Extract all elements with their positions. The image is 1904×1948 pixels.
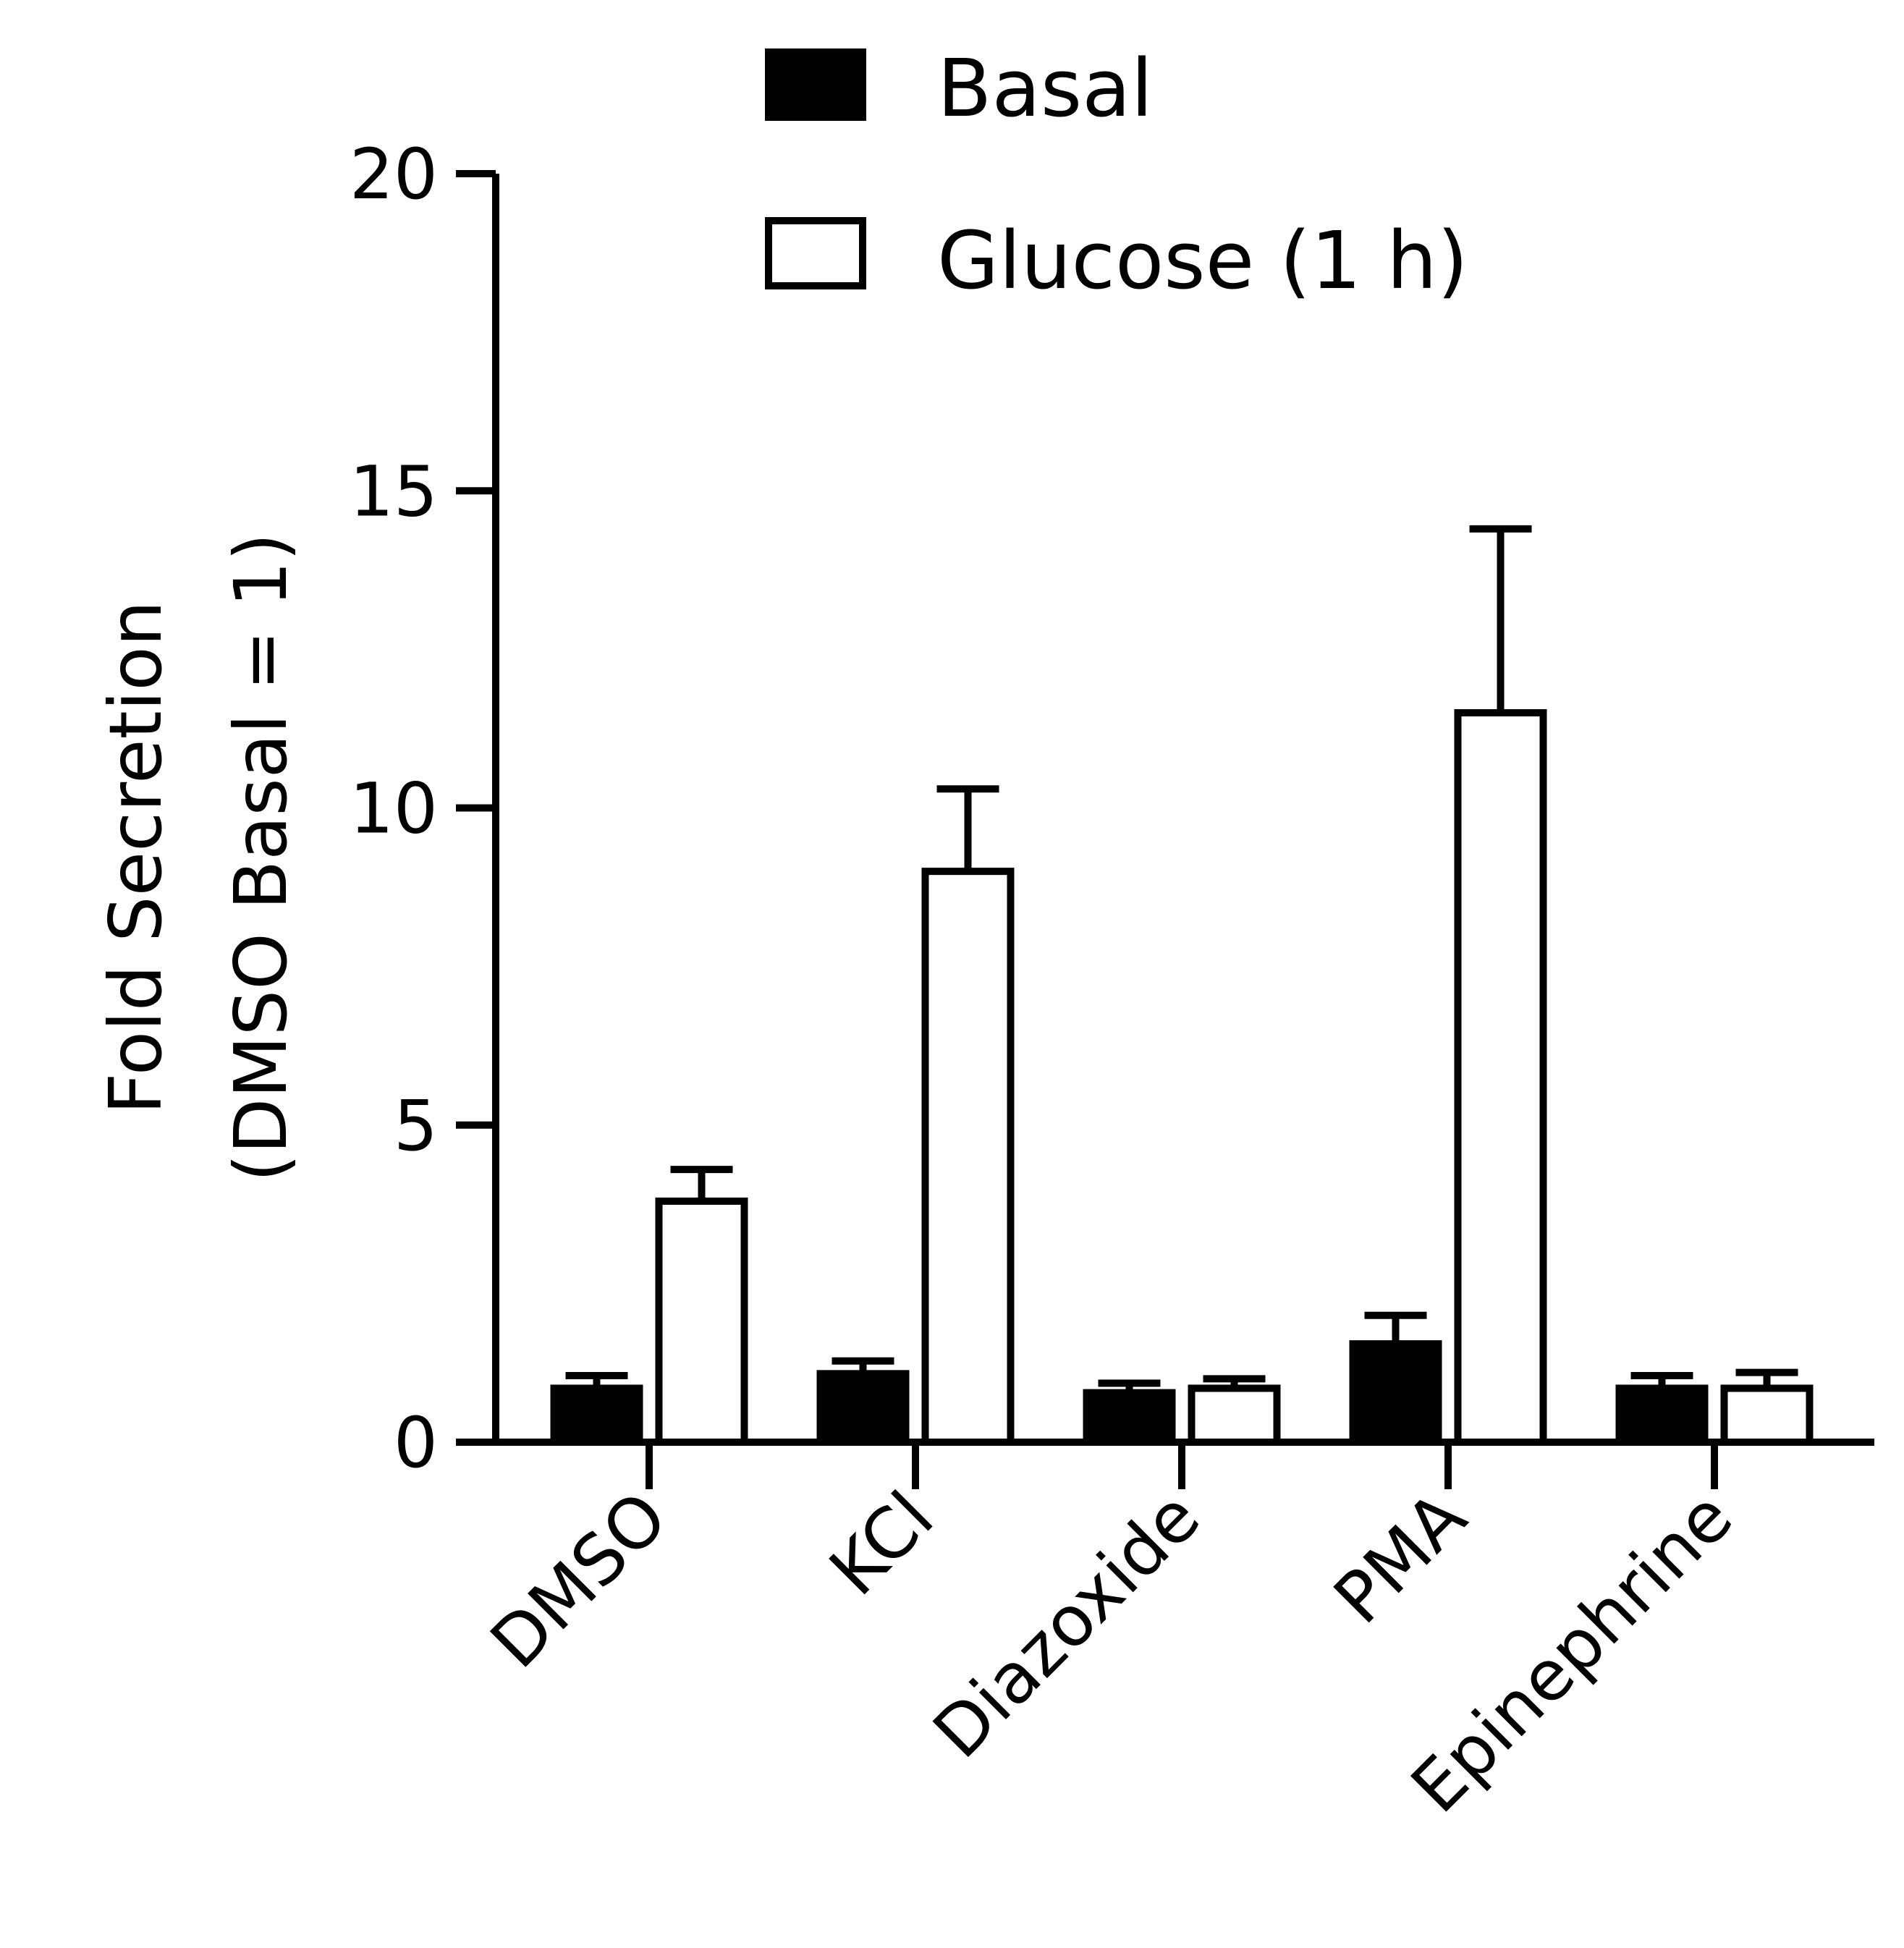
y-tick-label-4: 20 bbox=[350, 134, 438, 215]
bar-group-pma bbox=[1349, 525, 1547, 1446]
bar-basal-dmso bbox=[550, 1384, 643, 1447]
bar-group-diazoxide bbox=[1083, 1375, 1281, 1447]
y-tick-label-0: 0 bbox=[394, 1402, 438, 1483]
bars bbox=[550, 525, 1814, 1447]
y-tick-label-1: 5 bbox=[394, 1085, 438, 1166]
legend-swatch-basal bbox=[765, 48, 866, 121]
y-axis-title-line1: Fold Secretion bbox=[93, 601, 178, 1114]
bar-glucose-kcl bbox=[921, 868, 1015, 1446]
bar-basal-pma bbox=[1349, 1340, 1442, 1446]
bar-group-dmso bbox=[550, 1166, 748, 1447]
y-tick-label-2: 10 bbox=[350, 768, 438, 850]
x-tick-label-dmso: DMSO bbox=[475, 1476, 683, 1684]
legend-item-basal: Basal bbox=[765, 42, 1153, 135]
y-axis-title-line2: (DMSO Basal = 1) bbox=[219, 533, 303, 1182]
bar-basal-epinephrine bbox=[1615, 1384, 1709, 1447]
x-tick-label-diazoxide: Diazoxide bbox=[918, 1476, 1215, 1774]
legend-swatch-glucose bbox=[765, 217, 866, 289]
legend: Basal Glucose (1 h) bbox=[765, 42, 1468, 307]
bar-basal-diazoxide bbox=[1083, 1389, 1176, 1447]
legend-item-glucose: Glucose (1 h) bbox=[765, 214, 1468, 307]
bar-glucose-pma bbox=[1454, 709, 1547, 1446]
bar-group-epinephrine bbox=[1615, 1368, 1814, 1447]
bar-basal-kcl bbox=[816, 1370, 910, 1447]
y-tick-label-3: 15 bbox=[350, 451, 438, 532]
legend-label-glucose: Glucose (1 h) bbox=[937, 214, 1468, 307]
bar-glucose-epinephrine bbox=[1720, 1384, 1814, 1447]
bar-glucose-dmso bbox=[655, 1197, 748, 1447]
bar-group-kcl bbox=[816, 785, 1015, 1447]
x-tick-label-kcl: KCl bbox=[814, 1476, 949, 1611]
bar-glucose-diazoxide bbox=[1188, 1384, 1281, 1447]
legend-label-basal: Basal bbox=[937, 42, 1153, 135]
x-tick-label-pma: PMA bbox=[1319, 1476, 1481, 1639]
y-axis: 0 5 10 15 20 bbox=[350, 134, 499, 1483]
y-axis-title: Fold Secretion (DMSO Basal = 1) bbox=[93, 533, 303, 1182]
